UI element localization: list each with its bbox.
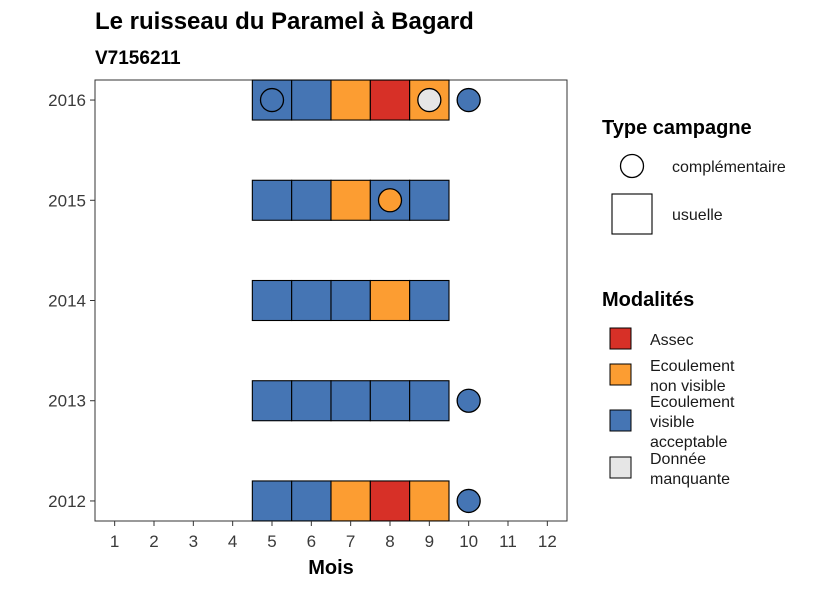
chart-subtitle: V7156211 xyxy=(95,48,181,69)
legend-modalite-label: Donnée manquante xyxy=(650,451,730,488)
cell-square xyxy=(291,380,332,422)
cell-square xyxy=(330,380,371,422)
legend-campaign-label: complémentaire xyxy=(672,159,786,176)
y-axis: 2012 2013 2014 2015 2016 xyxy=(48,91,95,511)
cell-square xyxy=(369,380,411,422)
legend-campaign-label: usuelle xyxy=(672,207,723,224)
cell-square xyxy=(369,79,411,121)
legend-key-square xyxy=(611,193,653,235)
x-axis-title: Mois xyxy=(308,557,354,579)
x-tick-label: 10 xyxy=(459,532,478,551)
cell-circle xyxy=(377,188,403,213)
x-tick-label: 12 xyxy=(538,532,557,551)
x-tick-label: 4 xyxy=(228,532,237,551)
cell-circle xyxy=(259,87,285,113)
cell-square xyxy=(369,279,411,322)
cell-square xyxy=(251,79,293,121)
legend-key-modalite xyxy=(609,456,632,479)
y-tick-label: 2014 xyxy=(48,292,86,311)
legend-modalite-line: Ecoulement xyxy=(650,394,735,411)
cell-square xyxy=(251,480,293,522)
legend-campaign-type: Type campagne complémentaire usuelle xyxy=(602,117,786,235)
legend-modalite-label: Assec xyxy=(650,332,694,349)
x-tick-label: 1 xyxy=(110,532,119,551)
cell-square xyxy=(369,480,411,522)
cell-circle xyxy=(456,87,481,113)
legend-key-circle xyxy=(619,153,645,179)
cell-circle xyxy=(417,87,442,113)
x-axis: 1 2 3 4 5 6 7 8 9 10 11 12 xyxy=(110,521,557,551)
y-tick-label: 2012 xyxy=(48,492,86,511)
cell-square xyxy=(330,480,371,522)
cell-square xyxy=(291,279,332,322)
cell-square xyxy=(251,179,293,221)
cell-square xyxy=(409,279,450,322)
cell-square xyxy=(409,480,450,522)
cell-square xyxy=(330,179,371,221)
x-tick-label: 3 xyxy=(189,532,198,551)
cell-square xyxy=(251,279,293,322)
legend-modalite-line: acceptable xyxy=(650,434,727,451)
x-tick-label: 5 xyxy=(267,532,276,551)
legend-modalites-title: Modalités xyxy=(602,289,694,311)
legend-key-modalite xyxy=(609,363,632,386)
legend-modalite-label: Ecoulement visible acceptable xyxy=(650,394,735,451)
legend-key-modalite xyxy=(609,409,632,432)
y-tick-label: 2016 xyxy=(48,91,86,110)
legend-modalite-line: Ecoulement xyxy=(650,358,735,375)
legend-modalite-line: visible xyxy=(650,414,695,431)
legend-modalite-line: Donnée xyxy=(650,451,706,468)
data-marks xyxy=(251,79,481,522)
x-tick-label: 9 xyxy=(425,532,434,551)
cell-square xyxy=(330,279,371,322)
legend-campaign-title: Type campagne xyxy=(602,117,752,139)
cell-circle xyxy=(456,388,481,413)
y-tick-label: 2015 xyxy=(48,191,86,210)
x-tick-label: 6 xyxy=(307,532,316,551)
cell-circle xyxy=(456,488,481,514)
x-tick-label: 8 xyxy=(385,532,394,551)
cell-square xyxy=(291,79,332,121)
x-tick-label: 11 xyxy=(499,532,517,551)
legend-key-modalite xyxy=(609,327,632,350)
y-tick-label: 2013 xyxy=(48,392,86,411)
cell-square xyxy=(409,179,450,221)
cell-square xyxy=(330,79,371,121)
legend-modalite-line: Assec xyxy=(650,332,694,349)
legend-modalite-line: manquante xyxy=(650,471,730,488)
legend-modalite-line: non visible xyxy=(650,378,726,395)
x-tick-label: 2 xyxy=(149,532,158,551)
cell-square xyxy=(251,380,293,422)
cell-square xyxy=(409,380,450,422)
legend-modalite-label: Ecoulement non visible xyxy=(650,358,735,395)
chart-title: Le ruisseau du Paramel à Bagard xyxy=(95,8,474,35)
cell-square xyxy=(291,480,332,522)
x-tick-label: 7 xyxy=(346,532,355,551)
cell-square xyxy=(291,179,332,221)
